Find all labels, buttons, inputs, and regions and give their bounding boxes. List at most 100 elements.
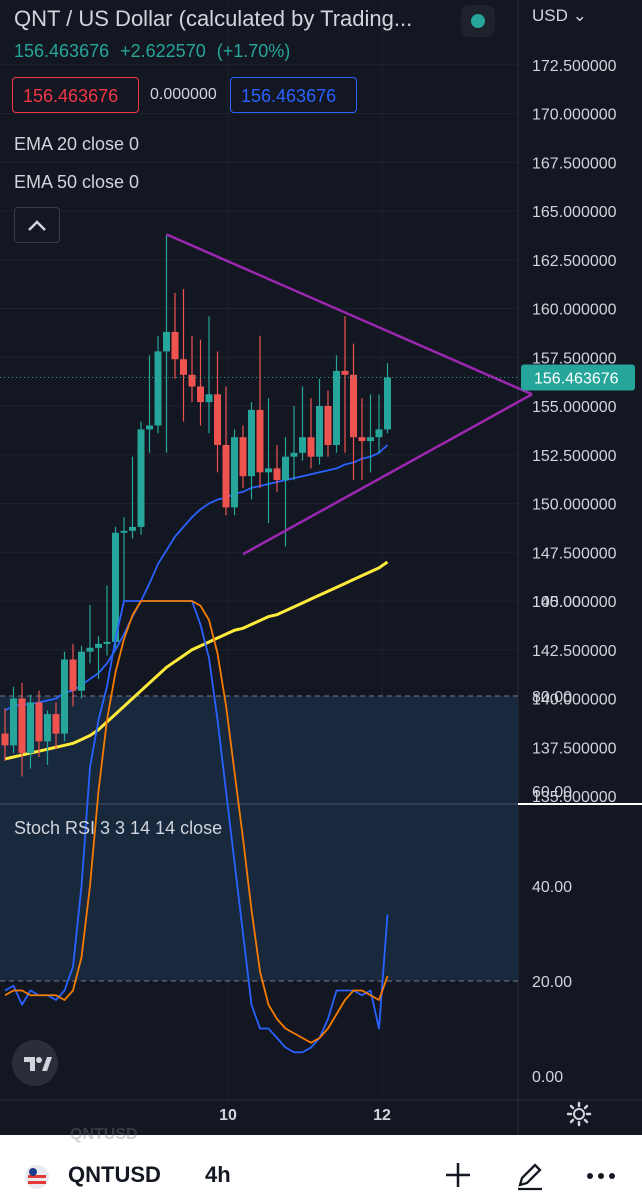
candle [316, 378, 323, 465]
candle [256, 335, 264, 488]
candle-body [69, 659, 77, 691]
time-tick-label: 12 [373, 1107, 391, 1124]
candle [120, 517, 128, 601]
candle [282, 437, 289, 547]
candle [231, 429, 238, 516]
candle [239, 425, 247, 488]
chevron-up-icon [28, 220, 46, 231]
market-status[interactable] [461, 5, 495, 37]
pencil-icon[interactable] [515, 1160, 545, 1192]
candle-body [273, 468, 281, 481]
price-tick-label: 140.000000 [532, 692, 617, 709]
candle [358, 398, 366, 481]
candle [384, 363, 391, 434]
stoch-tick-label: 40.00 [532, 879, 572, 896]
stoch-tick-label: 60.00 [532, 784, 572, 801]
candle [27, 694, 34, 769]
more-icon[interactable] [585, 1160, 617, 1190]
stoch-tick-label: 0.00 [532, 1069, 563, 1086]
price-tick-label: 165.000000 [532, 204, 617, 221]
candle [86, 604, 94, 664]
stoch-k-line [4, 600, 389, 1054]
price-tag-label: 156.463676 [534, 371, 619, 388]
price-tick-label: 152.500000 [532, 448, 617, 465]
buy-button[interactable]: 156.463676 [230, 77, 357, 113]
collapse-legend-button[interactable] [14, 207, 60, 243]
stoch-rsi-legend[interactable]: Stoch RSI 3 3 14 14 close [14, 818, 223, 838]
stoch-tick-label: 100.00 [532, 594, 581, 611]
spread-value: 0.000000 [150, 86, 217, 103]
candle-body [205, 394, 213, 403]
quote-line: 156.463676 +2.622570 (+1.70%) [14, 41, 296, 62]
symbol-title[interactable]: QNT / US Dollar (calculated by Trading..… [14, 6, 413, 31]
candle [324, 390, 332, 457]
price-change-pct: (+1.70%) [216, 41, 291, 61]
ema20-legend[interactable]: EMA 20 close 0 [14, 134, 140, 154]
candle [1, 708, 9, 761]
candle [10, 686, 17, 754]
candle-body [180, 359, 187, 375]
price-tick-label: 167.500000 [532, 155, 617, 172]
symbol-button[interactable]: QNTUSD [68, 1162, 161, 1187]
candle-body [341, 370, 349, 375]
stoch-tick-label: 80.00 [532, 689, 572, 706]
candle [18, 682, 26, 777]
candle-body [282, 456, 289, 481]
candle-body [129, 526, 136, 531]
price-tick-label: 170.000000 [532, 107, 617, 124]
flag-icon [25, 1165, 49, 1189]
candle-body [248, 409, 255, 477]
candle [69, 643, 77, 707]
price-chart[interactable]: 172.500000 170.000000 167.500000 165.000000… [0, 0, 642, 1135]
candle-body [35, 702, 43, 742]
price-tick-label: 145.000000 [532, 594, 617, 611]
candle-body [290, 452, 298, 457]
candle-body [154, 351, 162, 426]
currency-label: USD [532, 6, 568, 25]
candle [163, 234, 170, 453]
candle-body [171, 331, 179, 360]
ema50-legend[interactable]: EMA 50 close 0 [14, 172, 140, 192]
candle-body [163, 331, 170, 352]
candle-body [384, 377, 391, 430]
candle-body [367, 437, 374, 442]
ghost-symbol: QNTUSD [70, 1126, 138, 1143]
candle [333, 355, 340, 453]
candle [299, 386, 306, 461]
candle [307, 398, 315, 469]
ema50-line [4, 560, 389, 761]
currency-selector[interactable]: USD ⌄ [532, 6, 587, 26]
triangle-trendline [165, 233, 533, 396]
candle-body [1, 733, 9, 746]
candle-body [265, 468, 272, 473]
candle [375, 394, 383, 453]
candle-body [27, 702, 34, 754]
candle-body [316, 406, 323, 457]
candle-body [44, 714, 51, 742]
candle [222, 386, 230, 516]
sell-button[interactable]: 156.463676 [12, 77, 139, 113]
candle [103, 585, 111, 656]
candle-body [214, 394, 221, 445]
candle-body [52, 714, 60, 734]
candle [35, 690, 43, 757]
plus-icon[interactable] [443, 1160, 473, 1190]
gear-icon[interactable] [566, 1101, 592, 1127]
candle-body [197, 386, 204, 403]
candle [52, 702, 60, 750]
candle-body [333, 370, 340, 445]
candle-body [222, 445, 230, 508]
candle [137, 421, 145, 535]
candle-body [324, 406, 332, 445]
candle-body [231, 437, 238, 508]
price-tick-label: 150.000000 [532, 497, 617, 514]
price-tick-label: 142.500000 [532, 643, 617, 660]
candle [341, 316, 349, 453]
chart-area[interactable]: 172.500000 170.000000 167.500000 165.000000… [0, 0, 642, 1135]
price-tick-label: 155.000000 [532, 399, 617, 416]
candle-body [86, 647, 94, 652]
timeframe-button[interactable]: 4h [205, 1162, 231, 1187]
tradingview-logo-icon[interactable] [12, 1040, 58, 1086]
price-tick-label: 160.000000 [532, 302, 617, 319]
candle [367, 394, 374, 473]
